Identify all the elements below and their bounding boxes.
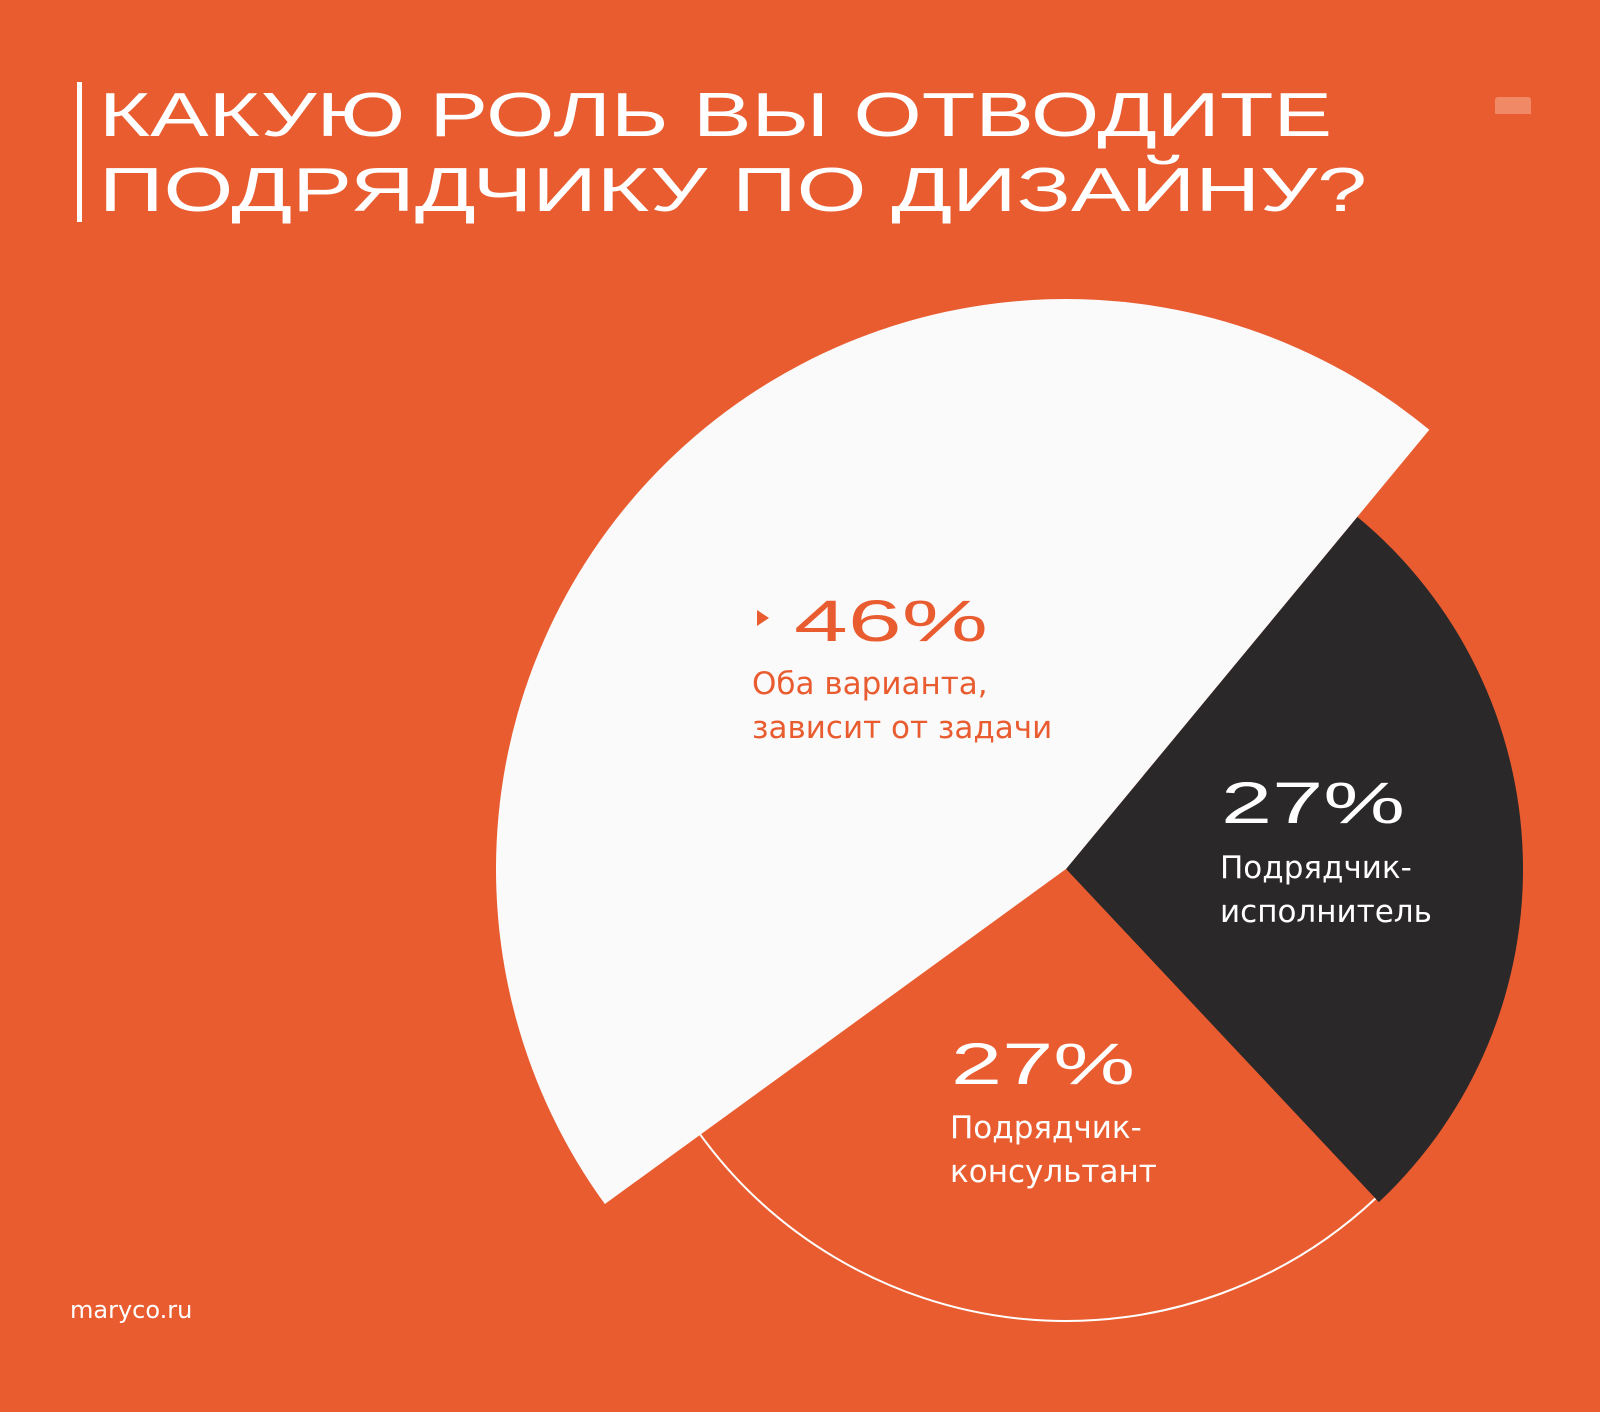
slice-label-both: Оба варианта, зависит от задачи xyxy=(752,662,1052,750)
pie-slice-both xyxy=(496,299,1430,1205)
slice-label-line: исполнитель xyxy=(1220,894,1432,930)
highlight-triangle-icon xyxy=(757,610,769,626)
title-line-2: ПОДРЯДЧИКУ ПО ДИЗАЙНУ? xyxy=(99,155,1367,225)
slice-value-label-consultant: 27% xyxy=(951,1032,1135,1097)
slice-label-consultant: Подрядчик- консультант xyxy=(950,1106,1157,1194)
pie-slice-consultant xyxy=(700,869,1376,1321)
site-link[interactable]: maryco.ru xyxy=(70,1296,193,1324)
slice-value-label-both: 46% xyxy=(794,589,988,654)
slice-label-line: консультант xyxy=(950,1154,1157,1190)
slice-value-label-executor: 27% xyxy=(1221,771,1405,836)
title-line-1: КАКУЮ РОЛЬ ВЫ ОТВОДИТЕ xyxy=(99,81,1332,150)
slice-label-line: Подрядчик- xyxy=(950,1110,1142,1146)
slice-label-line: Оба варианта, xyxy=(752,666,988,702)
slice-label-executor: Подрядчик- исполнитель xyxy=(1220,846,1432,934)
slice-label-line: зависит от задачи xyxy=(752,710,1053,746)
pie-chart xyxy=(496,299,1524,1322)
title-accent-bar xyxy=(77,82,82,222)
pie-slice-consultant-outline xyxy=(699,1134,1377,1322)
slice-label-line: Подрядчик- xyxy=(1220,850,1412,886)
pie-slice-executor xyxy=(1066,516,1524,1203)
brand-logo xyxy=(1495,97,1531,114)
